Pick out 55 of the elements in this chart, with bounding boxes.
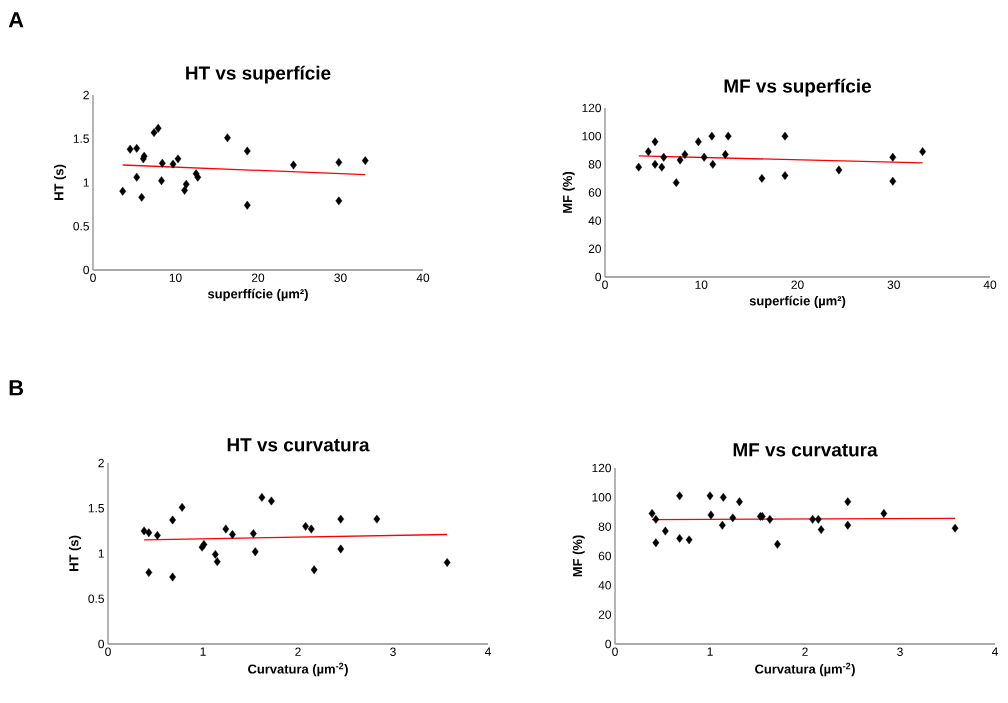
text: B (9, 380, 24, 396)
chart-title: MF vs curvatura (733, 443, 878, 457)
y-tick-label: 1 (83, 178, 89, 187)
y-tick-label: 2 (83, 90, 89, 100)
x-tick-label: 10 (695, 280, 708, 289)
y-axis-title: MF (%) (572, 535, 585, 577)
y-tick-label: 20 (588, 244, 602, 254)
y-tick-label: 40 (598, 581, 612, 590)
x-tick-label: 3 (390, 647, 396, 656)
x-tick-label: 3 (897, 647, 903, 656)
x-axis-title: Curvatura (µm$^{-2}$) (755, 662, 855, 677)
y-tick-label: 0.5 (88, 594, 104, 603)
x-axis-title: Curvatura (µm$^{-2}$) (248, 662, 348, 677)
y-tick-label: 120 (592, 463, 612, 473)
y-tick-label: 60 (598, 551, 612, 561)
y-axis-title: MF (%) (562, 171, 575, 213)
x-tick-label: 30 (887, 280, 900, 289)
y-tick-label: 20 (598, 610, 612, 619)
y-tick-label: 80 (598, 522, 612, 531)
chart-title: HT vs superfície (186, 65, 331, 84)
y-tick-label: 120 (582, 103, 602, 113)
y-axis-title: HT (s) (53, 164, 67, 200)
y-tick-label: 2 (98, 458, 104, 468)
x-axis-title: superffície (µm²) (207, 288, 308, 302)
chart-title: MF vs superfície (724, 78, 871, 97)
x-tick-label: 0 (105, 647, 111, 656)
x-tick-label: 40 (983, 280, 997, 289)
x-tick-label: 2 (802, 647, 808, 656)
y-tick-label: 0 (83, 265, 90, 275)
y-tick-label: 40 (588, 216, 602, 225)
y-tick-label: 100 (592, 493, 612, 502)
y-tick-label: 1.5 (88, 504, 104, 513)
y-tick-label: 100 (582, 131, 602, 141)
y-tick-label: 1.5 (73, 134, 89, 143)
chart-title: HT vs curvatura (227, 438, 370, 452)
y-tick-label: 80 (588, 160, 602, 169)
x-tick-label: 1 (707, 647, 713, 656)
x-tick-label: 4 (484, 647, 491, 656)
x-tick-label: 30 (334, 273, 347, 282)
x-tick-label: 20 (791, 280, 804, 289)
y-tick-label: 0 (98, 639, 105, 649)
x-tick-label: 40 (416, 273, 430, 282)
x-tick-label: 10 (169, 273, 182, 282)
y-tick-label: 0.5 (73, 222, 89, 231)
x-tick-label: 1 (200, 647, 206, 656)
text: A (8, 12, 24, 28)
y-tick-label: 0 (605, 639, 612, 649)
y-axis-title: HT (s) (68, 535, 82, 571)
x-tick-label: 20 (251, 273, 265, 282)
x-axis-title: superfície (µm²) (749, 295, 846, 309)
y-tick-label: 1 (98, 549, 104, 558)
x-tick-label: 2 (295, 647, 301, 656)
y-tick-label: 60 (588, 188, 602, 197)
x-tick-label: 4 (991, 647, 998, 656)
x-tick-label: 0 (612, 647, 618, 656)
